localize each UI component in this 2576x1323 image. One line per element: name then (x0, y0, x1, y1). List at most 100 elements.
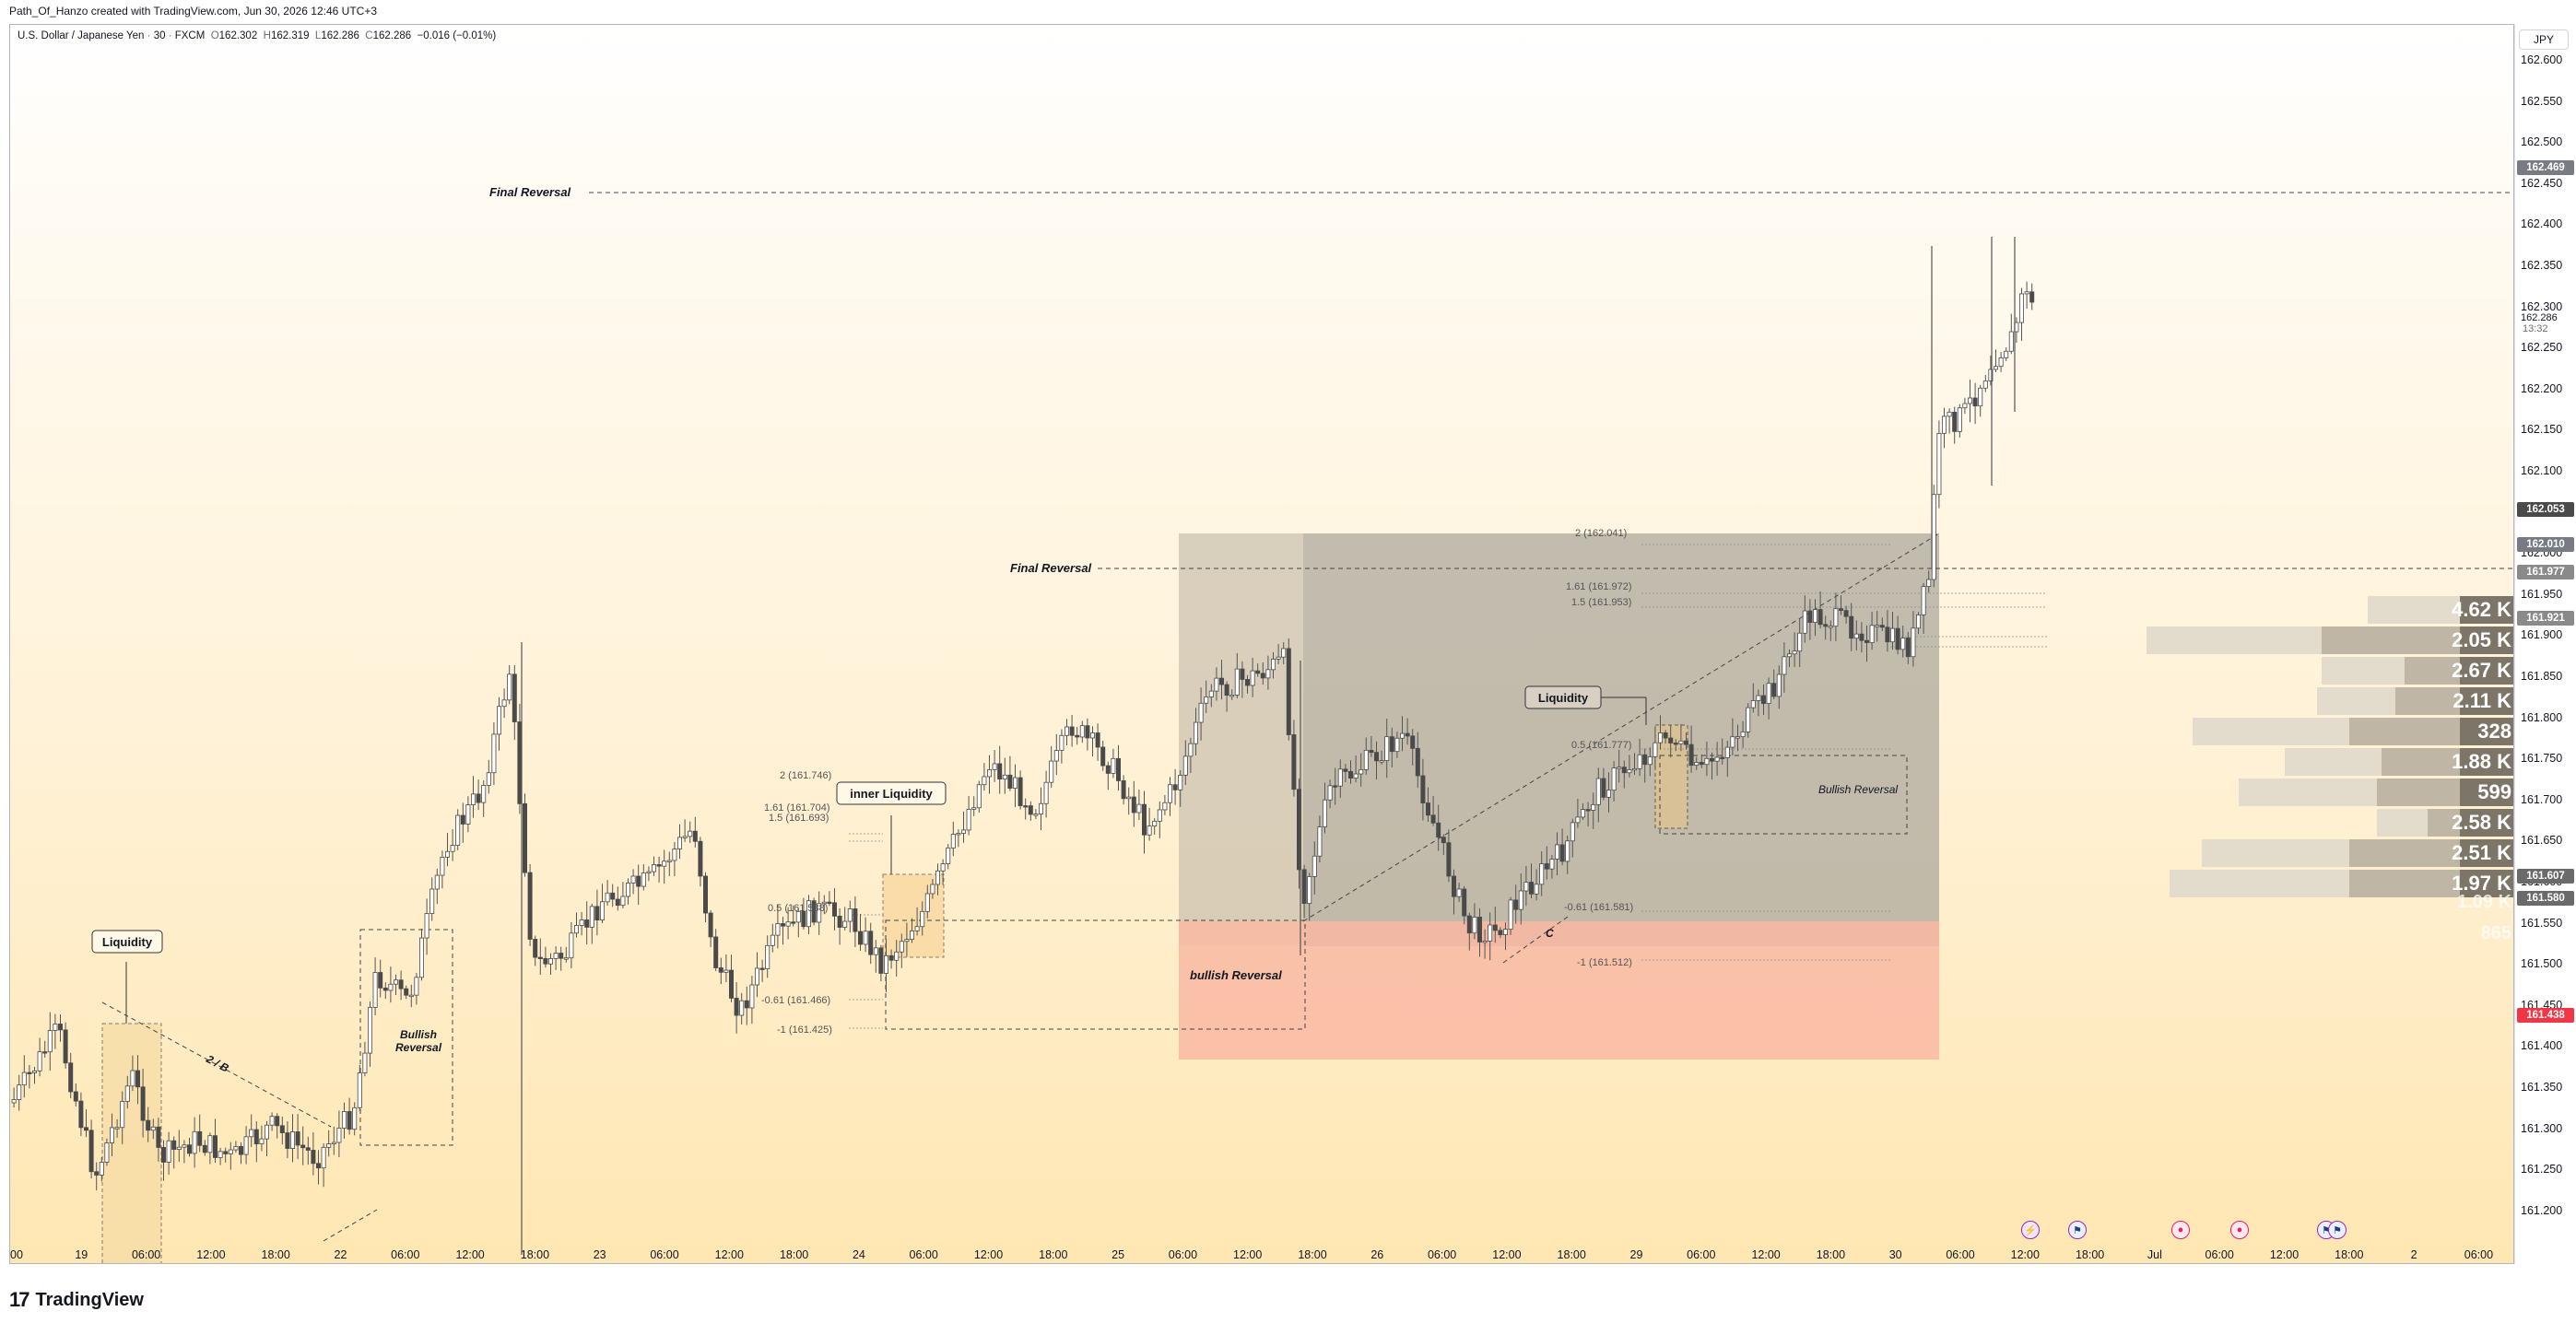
fib-left-m1: -1 (161.425) (777, 1024, 832, 1036)
time-tick: 12:00 (2010, 1248, 2040, 1261)
price-axis[interactable]: 162.600 162.550 162.500 162.450 162.400 162.3… (2514, 24, 2576, 1264)
liquidity-callout-right (1524, 685, 1602, 709)
time-tick: 12:00 (714, 1248, 744, 1261)
candle-body (1002, 774, 1007, 780)
candle-body (253, 1129, 259, 1145)
candle-body (935, 870, 941, 885)
candle-body (1182, 755, 1188, 776)
candle-body (904, 939, 910, 942)
candle-body (150, 1126, 156, 1131)
candle-body (873, 947, 878, 955)
chart-pane[interactable]: U.S. Dollar / Japanese Yen · 30 · FXCM O… (9, 24, 2514, 1264)
price-badge: 162.010 (2517, 537, 2574, 553)
candle-body (1823, 624, 1829, 627)
candle-body (930, 884, 935, 895)
candle-body (1260, 673, 1265, 679)
time-axis[interactable]: 00 19 06:00 12:00 18:00 22 06:00 12:00 18:00 23 06… (9, 1240, 2514, 1264)
candle-body (806, 900, 812, 928)
candle-body (878, 947, 884, 974)
candle-body (135, 1070, 140, 1088)
us-flag-icon-3[interactable]: ⚑ (2328, 1221, 2347, 1239)
time-tick: 12:00 (1751, 1248, 1781, 1261)
candle-body (1601, 778, 1606, 798)
currency-button[interactable]: JPY (2519, 29, 2569, 50)
callouts[interactable]: Liquidity inner Liquidity Liquidity (91, 685, 1647, 1024)
candle-body (1379, 760, 1384, 763)
candle-body (1208, 690, 1214, 697)
tradingview-logo[interactable]: 17 TradingView (9, 1288, 144, 1312)
candle-body (600, 901, 606, 921)
candle-body (1988, 369, 1994, 381)
high-value: 162.319 (270, 30, 310, 41)
candle-body (708, 912, 713, 938)
top-bar: Path_Of_Hanzo created with TradingView.c… (0, 0, 2576, 22)
vp-bar-tail (2460, 596, 2513, 624)
time-tick: 18:00 (779, 1248, 809, 1261)
candle-body (1647, 756, 1653, 766)
candle-body (734, 998, 739, 1016)
candle-body (1807, 610, 1813, 623)
time-tick: 06:00 (1168, 1248, 1198, 1261)
candle-body (579, 919, 584, 926)
candle-body (1131, 796, 1136, 814)
vp-bar-tail (2460, 839, 2513, 867)
candle-body (357, 1072, 362, 1108)
event-dot-icon[interactable]: ● (2171, 1221, 2190, 1239)
candle-body (73, 1091, 78, 1102)
candle-body (1776, 673, 1782, 697)
candle-body (207, 1135, 213, 1153)
candle-body (1813, 609, 1818, 623)
candle-body (238, 1145, 243, 1155)
candle-body (987, 769, 993, 778)
bullish-reversal-left-2: Reversal (395, 1041, 442, 1054)
inner-liquidity-callout-text: inner Liquidity (850, 787, 933, 801)
c-mark-label: C (1546, 927, 1554, 940)
candle-body (858, 931, 864, 945)
candle-body (249, 1129, 254, 1138)
candle-body (1766, 683, 1771, 704)
us-flag-icon[interactable]: ⚑ (2068, 1221, 2087, 1239)
candlesticks (11, 237, 2035, 1255)
final-reversal-label-mid: Final Reversal (1010, 561, 1092, 575)
candle-body (1384, 736, 1390, 762)
candle-body (275, 1116, 280, 1127)
candle-body (1704, 757, 1710, 766)
candle-body (646, 871, 652, 873)
economic-event-icon[interactable]: ⚡ (2021, 1221, 2040, 1239)
symbol-name[interactable]: U.S. Dollar / Japanese Yen (18, 30, 145, 41)
candle-body (424, 913, 429, 939)
candle-body (894, 951, 900, 961)
price-chart-canvas[interactable]: Final Reversal Final Reversal 2 / B Bull… (10, 25, 2514, 1264)
event-dot-icon-2[interactable]: ● (2230, 1221, 2249, 1239)
time-tick: 26 (1370, 1248, 1384, 1261)
candle-body (331, 1142, 336, 1144)
candle-body (1291, 734, 1297, 790)
candle-body (795, 910, 801, 923)
candle-body (1415, 747, 1420, 777)
candle-body (1761, 695, 1767, 704)
candle-body (770, 934, 775, 946)
candle-body (1405, 732, 1410, 737)
fib-right-05: 0.5 (161.777) (1571, 740, 1631, 751)
candle-body (899, 941, 904, 953)
time-tick: 25 (1112, 1248, 1125, 1261)
candle-body (1333, 785, 1338, 788)
candle-body (1962, 403, 1968, 409)
symbol-legend[interactable]: U.S. Dollar / Japanese Yen · 30 · FXCM O… (18, 30, 497, 41)
candle-body (1756, 695, 1761, 701)
candle-body (497, 706, 502, 735)
candle-body (1653, 742, 1658, 757)
candle-body (1993, 366, 1998, 370)
time-tick: 12:00 (196, 1248, 226, 1261)
candle-body (1245, 679, 1251, 686)
candle-body (171, 1140, 177, 1150)
candle-body (182, 1144, 187, 1148)
candle-body (378, 972, 383, 989)
annotation-labels: Final Reversal Final Reversal 2 / B Bull… (204, 185, 1899, 1075)
candle-body (1595, 778, 1601, 805)
candle-body (1508, 899, 1513, 931)
candle-body (1611, 767, 1617, 791)
candle-body (946, 847, 951, 864)
candle-body (218, 1151, 223, 1158)
candle-body (1539, 863, 1545, 885)
